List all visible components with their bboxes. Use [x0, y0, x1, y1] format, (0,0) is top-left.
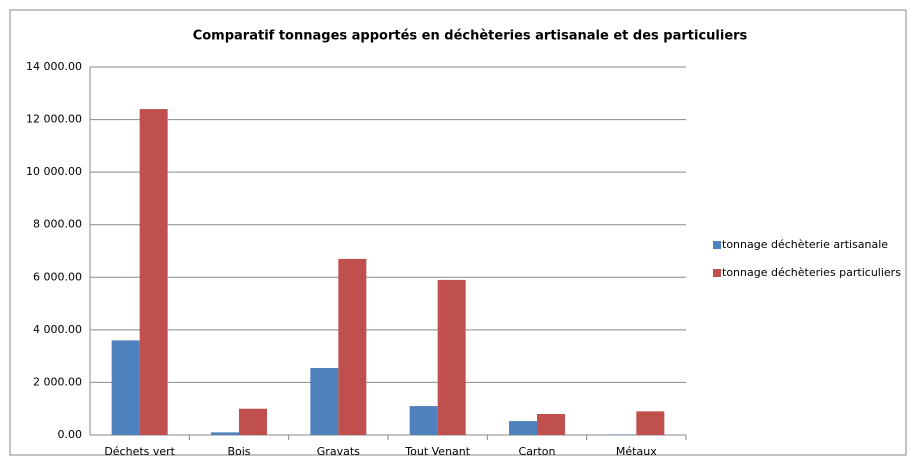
bar — [310, 367, 339, 435]
bar — [409, 406, 438, 435]
legend-swatch — [713, 269, 721, 277]
bar — [437, 279, 466, 435]
y-tick-label: 8 000.00 — [33, 218, 82, 231]
bar — [608, 434, 637, 435]
x-tick-label: Bois — [227, 445, 250, 458]
y-tick-label: 6 000.00 — [33, 270, 82, 283]
legend-label: tonnage déchèterie artisanale — [722, 238, 888, 251]
x-tick-label: Métaux — [616, 445, 657, 458]
x-tick-label: Carton — [519, 445, 556, 458]
x-tick-label: Gravats — [317, 445, 360, 458]
y-tick-label: 14 000.00 — [26, 60, 82, 73]
x-tick-label: Déchets vert — [104, 445, 175, 458]
bar — [139, 109, 168, 436]
bar — [211, 432, 239, 435]
legend-swatch — [713, 241, 721, 249]
bar — [239, 408, 267, 435]
chart-title: Comparatif tonnages apportés en déchèter… — [193, 29, 748, 44]
y-tick-label: 10 000.00 — [26, 165, 82, 178]
y-tick-label: 4 000.00 — [33, 323, 82, 336]
bar — [509, 421, 537, 435]
legend-label: tonnage déchèteries particuliers — [722, 266, 901, 279]
y-tick-label: 12 000.00 — [26, 113, 82, 126]
bar — [338, 258, 367, 435]
y-tick-label: 0.00 — [58, 428, 83, 441]
bar — [537, 413, 565, 435]
bar — [636, 411, 665, 435]
bar — [111, 340, 140, 435]
y-tick-label: 2 000.00 — [33, 375, 82, 388]
x-tick-label: Tout Venant — [404, 445, 470, 458]
